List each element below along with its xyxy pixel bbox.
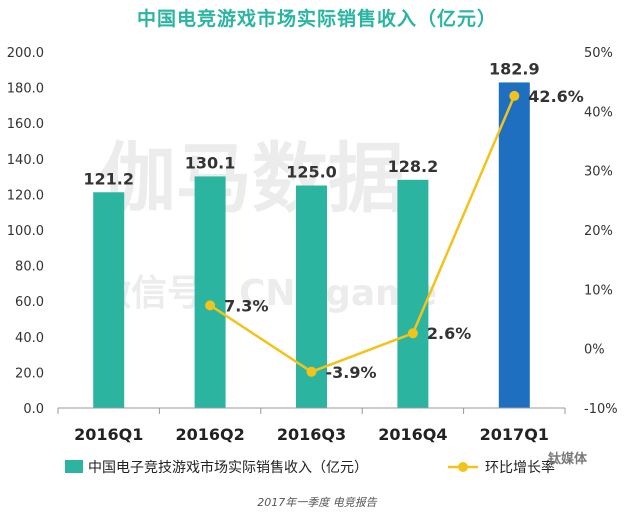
chart-title: 中国电竞游戏市场实际销售收入（亿元）	[136, 8, 497, 30]
bar	[93, 192, 125, 408]
y-left-tick-label: 20.0	[15, 366, 44, 381]
growth-point	[509, 90, 520, 101]
y-right-tick-label: 40%	[584, 105, 613, 120]
source-watermark: 钛媒体	[548, 452, 588, 467]
growth-value-label: 42.6%	[528, 87, 584, 106]
legend-line-marker	[458, 462, 468, 472]
image-caption: 2017年一季度 电竞报告	[257, 496, 377, 509]
x-tick-label: 2016Q1	[74, 425, 143, 444]
y-left-tick-label: 40.0	[15, 331, 44, 346]
watermark-subtext: 微信号：CNGgame	[94, 273, 437, 314]
bar	[498, 82, 530, 409]
y-left-tick-label: 160.0	[7, 117, 44, 132]
y-right-tick-label: 10%	[584, 283, 613, 298]
y-left-tick-label: 0.0	[23, 402, 44, 417]
y-right-tick-label: 20%	[584, 224, 613, 239]
growth-line	[209, 95, 516, 374]
y-left-tick-label: 60.0	[15, 295, 44, 310]
growth-value-label: -3.9%	[326, 363, 377, 382]
bar-value-label: 125.0	[286, 163, 337, 182]
x-tick-label: 2016Q4	[378, 425, 447, 444]
growth-point	[407, 328, 418, 339]
y-right-tick-label: 30%	[584, 165, 613, 180]
x-tick-label: 2017Q1	[480, 425, 549, 444]
legend-bar-swatch	[65, 460, 83, 473]
bar-value-label: 121.2	[83, 169, 134, 188]
y-left-tick-label: 100.0	[7, 224, 44, 239]
growth-value-label: 7.3%	[224, 296, 268, 315]
x-tick-label: 2016Q2	[175, 425, 244, 444]
y-left-tick-label: 120.0	[7, 188, 44, 203]
y-right-tick-label: 50%	[584, 46, 613, 61]
bar	[194, 176, 226, 408]
growth-point	[205, 300, 216, 311]
legend-bar-label: 中国电子竞技游戏市场实际销售收入（亿元）	[88, 459, 368, 476]
legend-line-label: 环比增长率	[485, 459, 555, 476]
bar	[397, 179, 429, 408]
y-right-tick-label: 0%	[584, 343, 605, 358]
y-left-tick-label: 180.0	[7, 82, 44, 97]
y-left-tick-label: 140.0	[7, 153, 44, 168]
y-left-tick-label: 200.0	[7, 46, 44, 61]
growth-value-label: 2.6%	[427, 324, 471, 343]
y-right-tick-label: -10%	[584, 402, 618, 417]
bar-value-label: 128.2	[388, 157, 439, 176]
bar-value-label: 130.1	[185, 153, 236, 172]
y-left-tick-label: 80.0	[15, 260, 44, 275]
growth-point	[306, 366, 317, 377]
bar-value-label: 182.9	[489, 59, 540, 78]
watermark-text: 伽马数据	[100, 134, 404, 223]
x-tick-label: 2016Q3	[277, 425, 346, 444]
